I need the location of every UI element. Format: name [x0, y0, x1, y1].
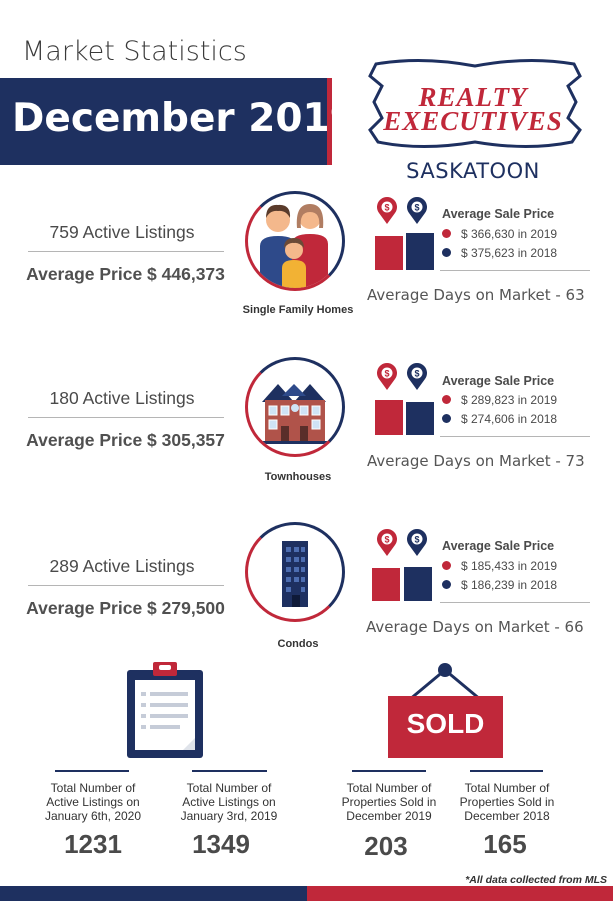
pin-symbol: $: [414, 535, 419, 545]
footer-bar-red: [307, 886, 613, 901]
footnote: *All data collected from MLS: [465, 874, 607, 886]
sale-price-heading: Average Sale Price: [442, 374, 555, 388]
total-value: 203: [364, 831, 408, 861]
total-value: 165: [483, 829, 527, 859]
sale-2018-row: $ 274,606 in 2018: [442, 412, 557, 426]
sale-2018-value: $ 274,606 in 2018: [461, 412, 558, 426]
legend-dot-2019: [442, 561, 451, 571]
days-on-market: Average Days on Market - 63: [367, 286, 585, 304]
divider: [28, 417, 224, 418]
total-value: 1349: [192, 829, 250, 859]
sale-2018-row: $ 186,239 in 2018: [442, 578, 557, 592]
divider: [55, 770, 129, 772]
sale-price-heading: Average Sale Price: [442, 539, 555, 553]
divider: [440, 436, 590, 437]
average-price: Average Price $ 279,500: [26, 598, 225, 618]
divider: [28, 251, 224, 252]
sale-2018-value: $ 186,239 in 2018: [461, 578, 558, 592]
legend-dot-2018: [442, 580, 451, 590]
bar-2019: [375, 236, 403, 270]
map-pin-2018-icon: $: [407, 363, 427, 390]
sold-sign-text: SOLD: [406, 708, 485, 739]
clipboard-icon: [127, 662, 203, 758]
period-label: December 2019: [12, 96, 357, 141]
sold-sign-icon: SOLD: [383, 660, 508, 760]
average-price: Average Price $ 305,357: [26, 430, 225, 450]
family-icon: [245, 191, 345, 291]
sale-price-heading: Average Sale Price: [442, 207, 555, 221]
active-listings: 289 Active Listings: [49, 556, 195, 576]
pin-symbol: $: [414, 203, 419, 213]
logo-badge-outline: [368, 58, 582, 148]
divider: [28, 585, 224, 586]
total-label: Total Number of Active Listings on Janua…: [180, 781, 278, 823]
period-banner: December 2019: [0, 78, 357, 165]
townhouse-icon: [245, 357, 345, 457]
divider: [440, 270, 590, 271]
bar-2018: [406, 402, 434, 435]
category-label: Condos: [277, 638, 319, 650]
active-listings: 180 Active Listings: [49, 388, 195, 408]
pin-symbol: $: [414, 369, 419, 379]
map-pin-2018-icon: $: [407, 529, 427, 556]
bar-2019: [372, 568, 400, 601]
map-pin-2019-icon: $: [377, 363, 397, 390]
logo-city: SASKATOON: [406, 159, 540, 183]
pin-symbol: $: [384, 203, 389, 213]
divider: [192, 770, 267, 772]
days-on-market: Average Days on Market - 66: [366, 618, 584, 636]
total-value: 1231: [64, 829, 122, 859]
category-label: Townhouses: [264, 471, 332, 483]
days-on-market: Average Days on Market - 73: [367, 452, 585, 470]
sale-2019-row: $ 366,630 in 2019: [442, 227, 557, 241]
sale-2019-value: $ 366,630 in 2019: [461, 227, 558, 241]
sale-2018-value: $ 375,623 in 2018: [461, 246, 558, 260]
sale-2019-row: $ 185,433 in 2019: [442, 559, 557, 573]
legend-dot-2018: [442, 248, 451, 258]
footer-bar-navy: [0, 886, 307, 901]
total-label: Total Number of Active Listings on Janua…: [44, 781, 142, 823]
total-label: Total Number of Properties Sold in Decem…: [459, 781, 555, 823]
map-pin-2019-icon: $: [377, 197, 397, 224]
bar-2018: [406, 233, 434, 270]
sale-2019-value: $ 185,433 in 2019: [461, 559, 558, 573]
logo-line2: EXECUTIVES: [383, 106, 563, 136]
legend-dot-2019: [442, 229, 451, 239]
sale-2018-row: $ 375,623 in 2018: [442, 246, 557, 260]
category-label: Single Family Homes: [242, 304, 354, 316]
legend-dot-2018: [442, 414, 451, 424]
bar-2019: [375, 400, 403, 435]
legend-dot-2019: [442, 395, 451, 405]
sale-2019-value: $ 289,823 in 2019: [461, 393, 558, 407]
average-price: Average Price $ 446,373: [26, 264, 225, 284]
realty-executives-logo: REALTY EXECUTIVES SASKATOON: [362, 56, 588, 192]
condo-building-icon: [245, 522, 345, 622]
map-pin-2018-icon: $: [407, 197, 427, 224]
divider: [470, 770, 543, 772]
page-title: Market Statistics: [22, 36, 247, 67]
bar-2018: [404, 567, 432, 601]
sale-2019-row: $ 289,823 in 2019: [442, 393, 557, 407]
divider: [440, 602, 590, 603]
pin-symbol: $: [384, 369, 389, 379]
pin-symbol: $: [384, 535, 389, 545]
map-pin-2019-icon: $: [377, 529, 397, 556]
total-label: Total Number of Properties Sold in Decem…: [341, 781, 437, 823]
divider: [352, 770, 426, 772]
logo-line1: REALTY: [418, 82, 528, 112]
active-listings: 759 Active Listings: [49, 222, 195, 242]
